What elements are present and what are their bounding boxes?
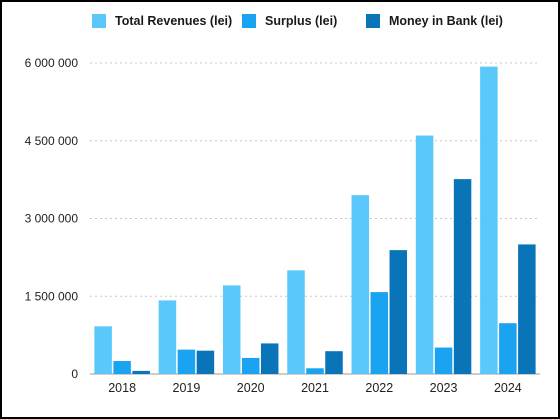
bar-surplus-2019: [177, 349, 196, 374]
legend-item-money-in-bank: Money in Bank (lei): [366, 14, 503, 28]
bar-total-2018: [94, 326, 112, 374]
bar-surplus-2021: [306, 368, 324, 374]
y-tick-label: 4 500 000: [25, 134, 79, 148]
bar-surplus-2022: [370, 292, 389, 374]
bar-money-2024: [518, 244, 536, 374]
legend-item-surplus: Surplus (lei): [242, 14, 337, 28]
legend-label-surplus: Surplus (lei): [265, 14, 338, 28]
bar-money-2019: [196, 350, 215, 374]
x-tick-label: 2020: [237, 381, 265, 395]
x-tick-label: 2024: [494, 381, 522, 395]
bar-total-2024: [480, 66, 498, 375]
bar-money-2020: [260, 343, 279, 374]
legend-swatch-surplus: [242, 14, 256, 28]
bar-surplus-2023: [434, 347, 453, 374]
x-tick-label: 2021: [301, 381, 329, 395]
chart-legend: Total Revenues (lei) Surplus (lei) Money…: [0, 14, 560, 34]
bar-total-2020: [222, 285, 241, 374]
bar-total-2019: [158, 300, 177, 374]
y-tick-label: 3 000 000: [25, 212, 79, 226]
x-tick-label: 2018: [108, 381, 136, 395]
legend-label-money-in-bank: Money in Bank (lei): [389, 14, 503, 28]
bar-total-2023: [415, 135, 434, 374]
bar-money-2022: [389, 250, 408, 374]
x-tick-label: 2019: [173, 381, 201, 395]
y-tick-label: 1 500 000: [25, 289, 79, 303]
bar-surplus-2020: [241, 357, 260, 374]
y-tick-label: 6 000 000: [25, 56, 79, 70]
bar-money-2023: [453, 179, 472, 374]
x-tick-label: 2022: [365, 381, 393, 395]
y-tick-label: 0: [71, 367, 78, 381]
legend-label-total-revenues: Total Revenues (lei): [115, 14, 233, 28]
bar-money-2021: [325, 351, 343, 374]
bar-total-2021: [287, 270, 305, 374]
bar-total-2022: [351, 195, 370, 374]
legend-item-total-revenues: Total Revenues (lei): [92, 14, 232, 28]
legend-swatch-total-revenues: [92, 14, 106, 28]
bar-surplus-2024: [499, 323, 517, 374]
bar-money-2018: [132, 370, 150, 374]
legend-swatch-money-in-bank: [366, 14, 380, 28]
x-tick-label: 2023: [430, 381, 458, 395]
bar-surplus-2018: [113, 361, 131, 374]
